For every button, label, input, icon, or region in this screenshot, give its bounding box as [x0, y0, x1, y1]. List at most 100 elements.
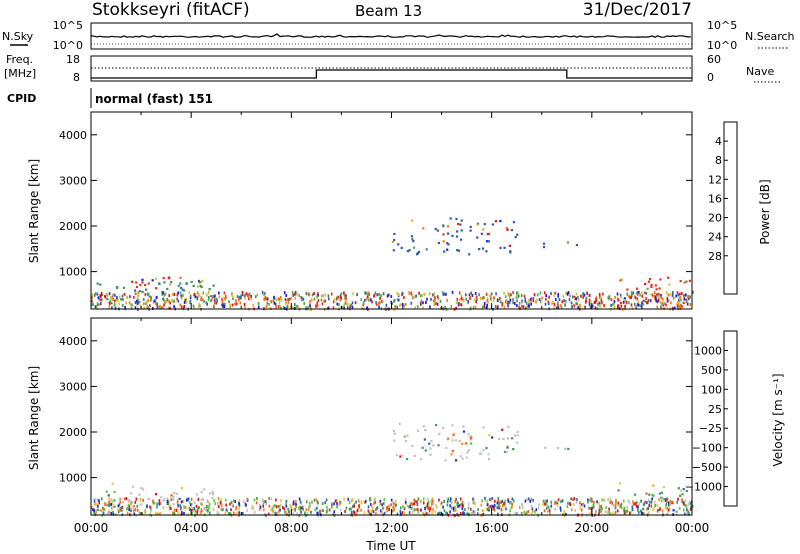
echo-cell [676, 302, 678, 306]
echo-cell [177, 511, 180, 515]
echo-cell [108, 292, 111, 296]
echo-cell [216, 299, 218, 303]
echo-cell [115, 298, 117, 302]
echo-cell [305, 508, 307, 512]
echo-cell [655, 297, 657, 301]
echo-cell [615, 503, 618, 507]
echo-cell [623, 506, 626, 510]
echo-cell [337, 295, 339, 299]
echo-cell [375, 508, 377, 512]
echo-cell [173, 304, 175, 308]
echo-cell [637, 508, 639, 512]
echo-cell [545, 507, 548, 510]
echo-cell [437, 296, 440, 300]
echo-cell [454, 506, 457, 510]
echo-cell [171, 298, 174, 302]
echo-cell [527, 497, 530, 501]
echo-cell [217, 505, 220, 509]
echo-cell [649, 299, 652, 303]
echo-cell [373, 502, 375, 506]
echo-cell [284, 298, 287, 302]
echo-cell [419, 499, 422, 503]
echo-cell [274, 302, 277, 306]
echo-cell [509, 251, 512, 254]
echo-cell [544, 502, 546, 506]
echo-cell [508, 294, 510, 298]
echo-cell [557, 303, 559, 307]
echo-cell [108, 500, 110, 504]
echo-cell [261, 498, 264, 502]
echo-cell [437, 511, 440, 515]
echo-cell [588, 506, 590, 510]
echo-cell [668, 283, 671, 286]
echo-cell [164, 292, 167, 296]
echo-cell [188, 506, 190, 510]
echo-cell [598, 293, 601, 296]
echo-cell [324, 501, 326, 505]
echo-cell [367, 505, 370, 509]
beam-title: Beam 13 [355, 2, 422, 20]
echo-cell [239, 301, 242, 305]
echo-cell [478, 293, 480, 297]
echo-cell [358, 499, 360, 503]
nave-right-tick-bottom: 0 [707, 71, 714, 84]
echo-cell [550, 504, 553, 508]
echo-cell [630, 291, 633, 295]
echo-cell [291, 508, 293, 512]
echo-cell [657, 292, 659, 296]
echo-cell [446, 438, 450, 441]
echo-cell [263, 508, 265, 512]
echo-cell [106, 298, 109, 301]
echo-cell [292, 293, 294, 297]
echo-cell [443, 500, 445, 503]
echo-cell [521, 503, 523, 507]
echo-cell [201, 503, 203, 507]
echo-cell [372, 510, 375, 514]
echo-cell [180, 296, 183, 300]
echo-cell [485, 306, 488, 310]
echo-cell [292, 502, 295, 506]
echo-cell [287, 300, 290, 304]
echo-cell [638, 502, 640, 506]
echo-cell [373, 498, 375, 502]
echo-cell [263, 512, 266, 516]
echo-cell [339, 508, 342, 512]
echo-cell [462, 298, 465, 302]
echo-cell [177, 284, 180, 288]
echo-cell [345, 300, 347, 304]
echo-cell [679, 304, 682, 308]
echo-cell [261, 291, 264, 295]
echo-cell [203, 299, 205, 303]
echo-cell [316, 511, 318, 515]
echo-cell [159, 304, 162, 308]
echo-cell [229, 502, 231, 506]
echo-cell [139, 289, 142, 293]
date-title: 31/Dec/2017 [583, 0, 692, 20]
echo-cell [165, 299, 168, 303]
echo-cell [113, 303, 116, 307]
echo-cell [507, 425, 510, 428]
echo-cell [614, 511, 617, 514]
echo-cell [427, 507, 430, 511]
echo-cell [124, 497, 126, 501]
echo-cell [190, 280, 193, 284]
echo-cell [640, 304, 642, 308]
echo-cell [446, 503, 449, 507]
echo-cell [135, 497, 138, 501]
echo-cell [615, 498, 617, 502]
echo-cell [685, 505, 688, 509]
echo-cell [117, 508, 119, 512]
echo-cell [408, 511, 411, 515]
echo-cell [489, 498, 491, 502]
echo-cell [420, 299, 423, 303]
echo-cell [207, 290, 210, 294]
echo-cell [238, 297, 240, 301]
echo-cell [230, 508, 232, 512]
echo-cell [612, 503, 614, 507]
echo-cell [112, 499, 115, 502]
echo-cell [489, 294, 492, 298]
echo-cell [217, 497, 220, 500]
echo-cell [425, 301, 427, 304]
echo-cell [110, 511, 112, 515]
echo-cell [416, 500, 418, 504]
